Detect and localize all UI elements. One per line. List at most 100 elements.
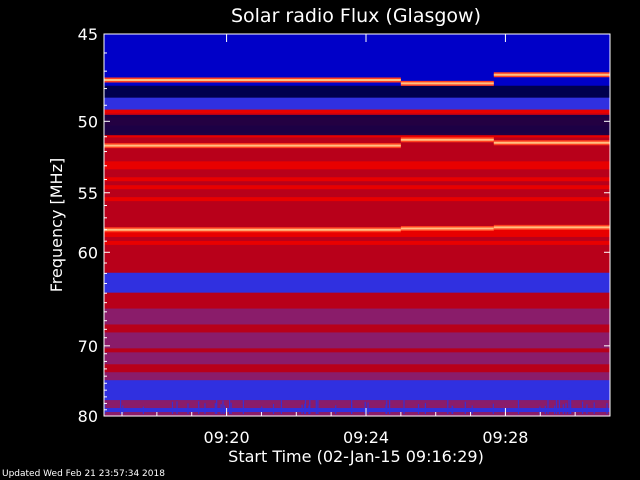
spectrogram-row — [104, 85, 610, 91]
spectrogram-row — [104, 268, 610, 274]
spectrogram-row — [104, 93, 610, 99]
y-tick-label: 50 — [78, 112, 98, 131]
spectrogram-row — [104, 149, 610, 154]
x-tick-label: 09:24 — [343, 428, 389, 447]
spectrogram-row — [104, 340, 610, 345]
x-tick-label: 09:20 — [204, 428, 250, 447]
spectrogram-row — [104, 244, 610, 250]
spectrogram-row — [104, 356, 610, 361]
spectrogram-row — [104, 300, 610, 306]
spectrogram-row — [104, 177, 610, 182]
y-tick-label: 60 — [78, 243, 98, 262]
spectrogram-row — [104, 372, 610, 377]
x-axis: 09:20 09:24 09:28 — [121, 34, 611, 447]
spectrogram-row — [104, 276, 610, 282]
spectrogram-row — [104, 412, 610, 417]
spectrogram-row — [104, 360, 610, 365]
spectrogram-row — [104, 193, 610, 198]
spectrogram-row — [104, 189, 610, 194]
spectrogram-row — [104, 288, 610, 294]
spectrogram-row — [104, 312, 610, 318]
spectrogram-row — [104, 336, 610, 341]
spectrogram-row — [104, 133, 610, 139]
spectrogram-row — [104, 169, 610, 174]
spectrogram-row — [104, 396, 610, 401]
spectrogram-row — [104, 352, 610, 357]
spectrogram-row — [104, 53, 610, 59]
spectrogram-row — [104, 364, 610, 369]
spectrogram-row — [104, 240, 610, 246]
spectrogram-row — [104, 37, 610, 43]
spectrogram-row — [104, 153, 610, 158]
spectrogram-row — [104, 105, 610, 111]
spectrogram-row — [104, 217, 610, 222]
spectrogram-row — [104, 213, 610, 218]
spectrogram-row — [104, 161, 610, 166]
spectrogram-row — [104, 392, 610, 397]
spectrogram-row — [104, 332, 610, 338]
spectrogram-row — [104, 232, 610, 238]
chart-title: Solar radio Flux (Glasgow) — [231, 5, 481, 27]
dark-band — [104, 114, 610, 136]
spectrogram-row — [104, 109, 610, 115]
spectrogram-row — [104, 328, 610, 334]
spectrogram-row — [104, 205, 610, 210]
y-axis: 45 50 55 60 70 80 — [78, 25, 610, 426]
spectrogram-row — [104, 304, 610, 310]
spectrogram-row — [104, 252, 610, 258]
spectrogram-row — [104, 256, 610, 262]
spectrogram-row — [104, 181, 610, 186]
y-axis-label: Frequency [MHz] — [47, 158, 66, 292]
spectrogram-row — [104, 348, 610, 353]
spectrogram-row — [104, 260, 610, 266]
spectrogram-row — [104, 264, 610, 270]
spectrogram-row — [104, 41, 610, 47]
spectrogram-row — [104, 308, 610, 314]
spectrogram-row — [104, 248, 610, 254]
y-tick-label: 80 — [78, 407, 98, 426]
spectrogram-row — [104, 157, 610, 162]
spectrogram-row — [104, 57, 610, 63]
x-tick-label: 09:28 — [482, 428, 528, 447]
spectrogram-row — [104, 197, 610, 202]
spectrogram-row — [104, 280, 610, 286]
spectrogram-row — [104, 49, 610, 55]
spectrogram-row — [104, 34, 610, 39]
spectrogram-row — [104, 316, 610, 322]
spectrogram-row — [104, 388, 610, 393]
spectrogram-row — [104, 284, 610, 290]
spectrogram-row — [104, 324, 610, 330]
spectrogram-row — [104, 320, 610, 326]
spectrogram-row — [104, 404, 610, 409]
y-tick-label: 70 — [78, 337, 98, 356]
spectrogram-row — [104, 376, 610, 381]
y-tick-label: 55 — [78, 184, 98, 203]
spectrogram-row — [104, 201, 610, 206]
spectrogram-row — [104, 45, 610, 51]
spectrogram-row — [104, 400, 610, 405]
x-axis-label: Start Time (02-Jan-15 09:16:29) — [228, 447, 484, 466]
updated-timestamp: Updated Wed Feb 21 23:57:34 2018 — [2, 469, 165, 479]
plot-area — [104, 34, 610, 417]
spectrogram-row — [104, 380, 610, 385]
spectrogram-row — [104, 89, 610, 95]
spectrogram-row — [104, 81, 610, 87]
spectrogram-row — [104, 73, 610, 79]
spectrogram-row — [104, 65, 610, 71]
spectrogram-row — [104, 61, 610, 67]
spectrogram-row — [104, 272, 610, 278]
spectrogram-row — [104, 292, 610, 298]
spectrogram-row — [104, 165, 610, 170]
spectrogram-row — [104, 221, 610, 226]
spectrogram-row — [104, 101, 610, 107]
plot-frame — [103, 33, 611, 417]
spectrogram-row — [104, 296, 610, 302]
spectrogram-row — [104, 368, 610, 373]
spectrogram-row — [104, 69, 610, 75]
y-tick-label: 45 — [78, 25, 98, 44]
spectrogram-row — [104, 236, 610, 242]
spectrogram-row — [104, 185, 610, 190]
spectrogram-row — [104, 209, 610, 214]
spectrogram-row — [104, 97, 610, 103]
